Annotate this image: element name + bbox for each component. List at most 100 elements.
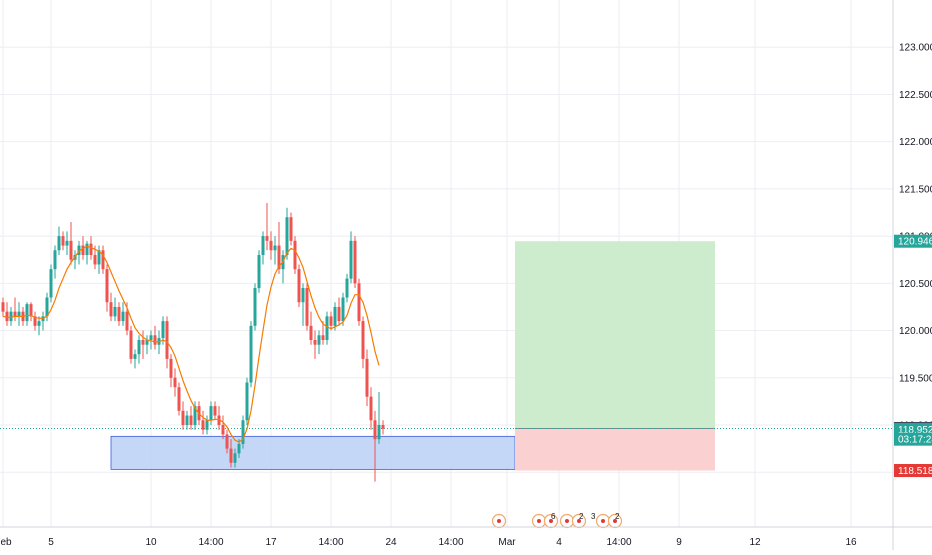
- candle-body: [233, 453, 237, 463]
- candle-body: [153, 335, 157, 345]
- candle: [277, 221, 281, 274]
- candle: [321, 321, 325, 345]
- event-marker-dot: [601, 519, 605, 523]
- candle: [33, 311, 37, 331]
- event-marker-count: 2: [579, 512, 584, 521]
- candle-body: [145, 340, 149, 345]
- candle-body: [33, 316, 37, 326]
- candle-body: [285, 217, 289, 255]
- candle-body: [257, 255, 261, 289]
- candle-body: [269, 240, 273, 251]
- candle: [349, 231, 353, 284]
- x-tick-label: 14:00: [198, 537, 223, 548]
- candle-body: [205, 420, 209, 430]
- candle: [25, 302, 29, 326]
- x-tick-label: 10: [145, 537, 157, 548]
- candle: [377, 391, 381, 444]
- candle-body: [333, 306, 337, 326]
- candle: [309, 311, 313, 345]
- candle: [145, 335, 149, 355]
- candle-body: [217, 415, 221, 425]
- candle: [317, 330, 321, 355]
- candle-body: [221, 425, 225, 435]
- candle-body: [289, 217, 293, 241]
- candle-body: [313, 340, 317, 345]
- candle: [141, 330, 145, 359]
- candle: [337, 297, 341, 326]
- candle: [241, 415, 245, 449]
- candle: [117, 302, 121, 326]
- candle-body: [17, 311, 21, 317]
- x-tick-label: 14:00: [318, 537, 343, 548]
- candle: [205, 415, 209, 435]
- y-tick-label: 123.000: [899, 43, 932, 54]
- candle: [73, 250, 77, 270]
- candle-body: [225, 434, 229, 449]
- candle: [97, 245, 101, 274]
- candle: [29, 302, 33, 322]
- candle: [49, 264, 53, 303]
- candle-body: [273, 245, 277, 251]
- candle: [225, 429, 229, 454]
- candle: [181, 401, 185, 430]
- profit-target-box: [515, 241, 715, 429]
- candle-body: [321, 335, 325, 340]
- price-tag: 03:17:24: [894, 432, 932, 446]
- candle: [341, 292, 345, 326]
- candle-body: [5, 311, 9, 322]
- candle: [229, 439, 233, 468]
- candle: [209, 401, 213, 425]
- moving-average-layer: [2, 245, 380, 443]
- candle: [153, 325, 157, 350]
- candle: [213, 401, 217, 421]
- x-tick-label: 14:00: [438, 537, 463, 548]
- candle-body: [97, 250, 101, 265]
- candle-body: [237, 443, 241, 454]
- candle-layer: [1, 203, 385, 482]
- x-tick-label: 24: [385, 537, 397, 548]
- candle-body: [297, 269, 301, 303]
- candle-body: [57, 236, 61, 251]
- candle-body: [209, 406, 213, 421]
- candle-body: [245, 382, 249, 421]
- candle-body: [309, 325, 313, 340]
- candle-body: [29, 304, 33, 317]
- candle-body: [129, 330, 133, 359]
- candle: [361, 316, 365, 369]
- candle: [289, 212, 293, 246]
- candle-body: [133, 354, 137, 359]
- candle: [85, 240, 89, 265]
- candle-body: [81, 245, 85, 255]
- candle-body: [317, 335, 321, 345]
- candle-body: [193, 406, 197, 425]
- candle-body: [329, 316, 333, 326]
- candle-body: [349, 240, 353, 279]
- candle: [137, 335, 141, 364]
- candle: [189, 406, 193, 430]
- candle-body: [357, 283, 361, 322]
- moving-average-line: [2, 245, 380, 443]
- candle-body: [13, 311, 17, 317]
- x-tick-label: 16: [845, 537, 857, 548]
- candle: [169, 354, 173, 388]
- candle: [17, 302, 21, 326]
- candle: [261, 231, 265, 265]
- candle: [57, 226, 61, 255]
- x-tick-label: 14:00: [606, 537, 631, 548]
- price-tag: 120.946: [894, 234, 932, 248]
- candle: [281, 250, 285, 284]
- candle-body: [377, 425, 381, 440]
- candle: [37, 316, 41, 336]
- candle: [257, 250, 261, 293]
- price-tag: 118.518: [894, 464, 932, 478]
- candle-body: [117, 306, 121, 322]
- candle: [373, 410, 377, 482]
- candle: [245, 377, 249, 425]
- candle: [9, 306, 13, 326]
- candle-body: [45, 297, 49, 317]
- candle: [369, 387, 373, 430]
- candle-body: [37, 321, 41, 326]
- candle-body: [361, 321, 365, 359]
